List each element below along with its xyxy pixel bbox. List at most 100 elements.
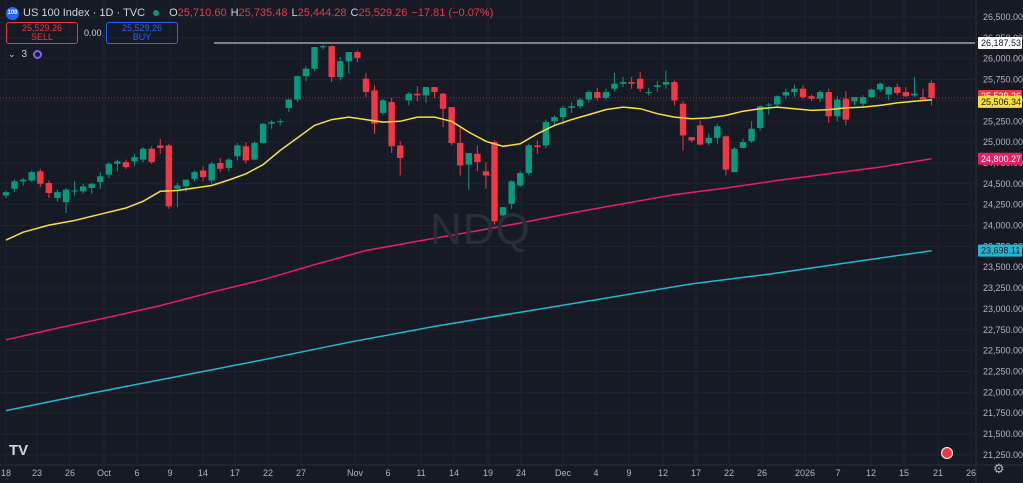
candle-body [491,142,498,222]
candle-body [705,137,712,143]
indicators-toggle[interactable]: ⌄ 3 [8,49,43,60]
candle-body [645,92,652,94]
y-tick-label: 22,750.00 [983,325,1023,335]
candle-body [654,85,661,88]
x-tick-label: 21 [933,468,943,478]
candle-body [825,92,832,117]
candle-body [919,97,927,100]
candle-body [748,128,755,142]
candle-body [199,170,207,178]
x-tick-label: 11 [416,468,425,478]
chevron-down-icon[interactable]: ⌄ [8,49,16,59]
gear-icon[interactable]: ⚙ [993,461,1005,476]
candle-body [362,78,370,93]
x-tick-label: 12 [866,468,876,478]
y-tick-label: 23,500.00 [983,262,1023,272]
price-label-box [978,152,1022,165]
x-tick-label: 6 [385,468,390,478]
candle-body [431,87,438,93]
candle-body [19,179,27,182]
x-tick-label: Nov [347,468,364,478]
y-tick-label: 22,500.00 [983,346,1023,356]
y-tick-label: 26,500.00 [983,12,1023,22]
buy-label: BUY [132,32,152,42]
candle-body [731,148,738,173]
candle-body [405,93,412,101]
x-tick-label: 4 [593,468,598,478]
candle-body [559,107,567,118]
candle-body [688,137,695,141]
candle-body [611,83,618,89]
sell-button[interactable]: 25,529.26 SELL [6,22,78,44]
y-tick-label: 24,000.00 [983,221,1023,231]
candle-body [842,98,850,120]
buy-button[interactable]: 25,529.26 BUY [106,22,178,44]
candle-body [182,179,190,187]
candle-body [448,107,455,143]
candle-body [585,92,592,100]
indicator-count: 3 [21,49,28,60]
candle-body [568,106,575,108]
candle-body [379,100,387,113]
x-tick-label: 22 [724,468,734,478]
candle-body [28,172,35,181]
price-label-box [978,95,1022,108]
candle-body [174,185,181,189]
x-tick-label: 17 [230,468,240,478]
candle-body [517,172,524,186]
candle-body [756,106,764,128]
ma-mid-line [5,158,932,341]
y-tick-label: 23,250.00 [983,283,1023,293]
x-tick-label: 27 [296,468,306,478]
candle-body [834,99,841,117]
us-flag-icon[interactable] [941,447,953,459]
tradingview-logo-icon[interactable]: TV [9,442,29,459]
candle-body [534,145,541,148]
candle-body [422,87,430,96]
candle-body [876,83,884,90]
symbol-title[interactable]: US 100 Index · 1D · TVC [23,7,146,19]
candle-body [131,157,138,162]
candle-body [791,88,798,93]
candle-body [148,148,155,163]
candle-body [928,82,935,98]
candle-body [277,121,284,123]
candle-body [79,186,87,192]
candle-body [11,181,18,189]
trade-panel: 25,529.26 SELL 0.00 25,529.26 BUY [6,22,178,44]
candle-body [354,52,361,58]
candle-body [285,99,293,108]
candle-body [816,92,824,99]
candle-body [208,163,215,181]
price-label: 23,698.11 [981,246,1020,256]
x-tick-label: 14 [198,468,208,478]
y-tick-label: 24,500.00 [983,179,1023,189]
x-tick-label: 14 [449,468,459,478]
candle-body [868,89,875,98]
x-tick-label: 23 [32,468,42,478]
candle-body [251,142,258,160]
y-tick-label: 24,250.00 [983,200,1023,210]
candle-body [799,88,807,98]
candle-body [808,96,815,99]
y-tick-label: 22,250.00 [983,366,1023,376]
candle-body [774,96,781,105]
candle-body [551,117,558,122]
candle-body [465,152,472,165]
price-label: 25,506.34 [981,97,1021,107]
candle-body [542,122,550,146]
candle-body [45,182,53,193]
candle-body [165,145,173,207]
x-tick-label: 6 [134,468,139,478]
open-value: 25,710.60 [177,7,227,19]
candle-body [268,122,275,124]
indicator-settings-icon[interactable] [33,50,43,59]
x-tick-label: 26 [966,468,976,478]
candle-body [328,46,335,78]
candle-body [294,76,301,100]
candle-body [71,190,78,192]
candle-body [414,93,421,96]
price-label: 26,187.53 [981,38,1021,48]
candle-body [499,207,507,216]
